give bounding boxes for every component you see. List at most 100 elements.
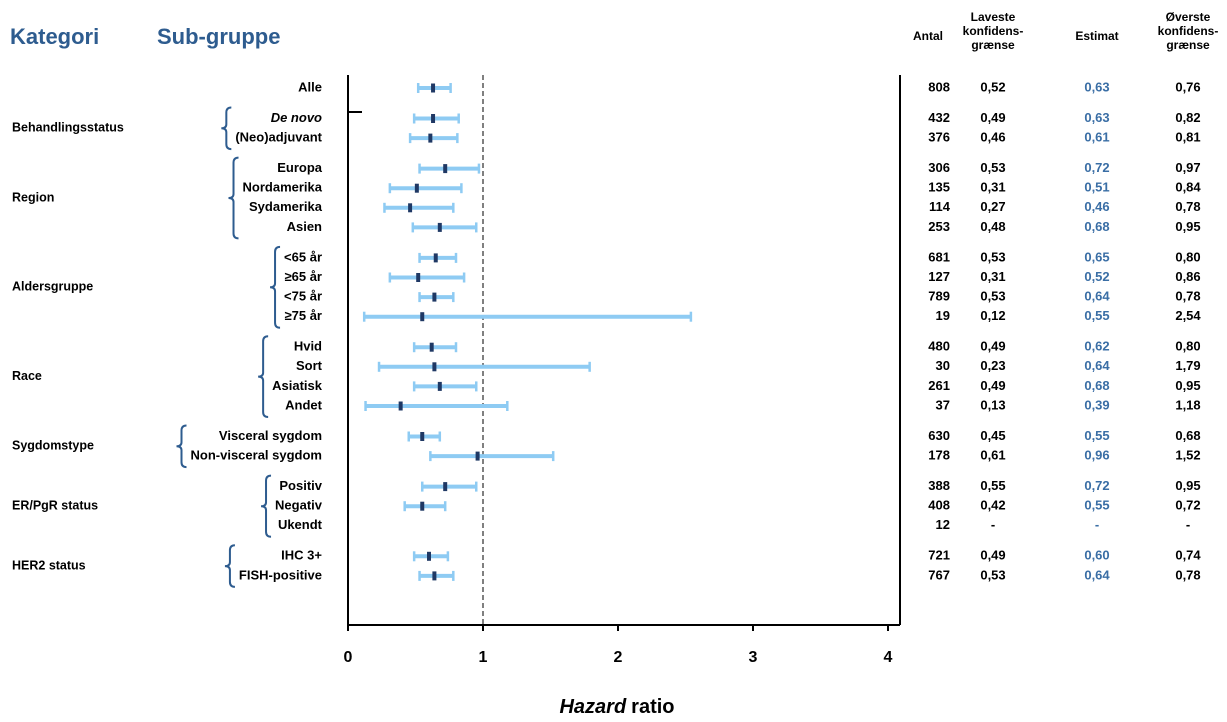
subgroup-label: Andet [285, 397, 323, 412]
n-value: 388 [928, 478, 950, 493]
subgroup-label: Positiv [279, 478, 322, 493]
estimate-marker [420, 501, 425, 511]
subgroup-label: Nordamerika [243, 180, 323, 195]
x-tick-label: 2 [614, 649, 623, 666]
estimate-marker [437, 381, 442, 391]
estimate-marker [427, 551, 431, 561]
estimate-value: 0,65 [1084, 249, 1109, 264]
upper-value: 0,86 [1175, 269, 1200, 284]
upper-value: 0,80 [1175, 249, 1200, 264]
estimate-marker [433, 253, 438, 263]
subgroup-label: ≥65 år [285, 269, 323, 284]
group-bracket [228, 156, 239, 240]
group-bracket [221, 106, 232, 151]
upper-value: 0,80 [1175, 339, 1200, 354]
subgroup-label: <75 år [284, 289, 322, 304]
x-tick-label: 3 [749, 649, 758, 666]
group-bracket [176, 424, 187, 469]
estimate-value: 0,72 [1084, 478, 1109, 493]
estimate-marker [437, 222, 442, 232]
lower-value: 0,31 [980, 180, 1005, 195]
estimate-marker [431, 83, 436, 93]
group-bracket [260, 474, 272, 538]
x-label-italic: Hazard [559, 696, 626, 718]
lower-value: - [991, 517, 995, 532]
group-bracket [270, 245, 281, 329]
subgroup-label: IHC 3+ [281, 548, 322, 563]
group-label: Region [12, 190, 54, 204]
estimate-value: 0,55 [1084, 428, 1109, 443]
group-bracket [224, 544, 235, 588]
n-value: 721 [928, 548, 950, 563]
estimate-value: 0,72 [1084, 160, 1109, 175]
subgroup-label: Visceral sygdom [219, 428, 322, 443]
upper-value: 0,78 [1175, 199, 1200, 214]
estimate-value: 0,62 [1084, 339, 1109, 354]
estimate-value: 0,55 [1084, 308, 1109, 323]
estimate-marker [431, 114, 436, 123]
n-value: 630 [928, 428, 950, 443]
estimate-marker [398, 401, 403, 411]
n-value: 178 [928, 448, 950, 463]
estimate-marker [420, 312, 425, 322]
lower-value: 0,49 [980, 110, 1005, 125]
lower-value: 0,52 [980, 79, 1005, 94]
lower-value: 0,53 [980, 289, 1005, 304]
n-value: 789 [928, 289, 950, 304]
x-tick-label: 4 [884, 649, 893, 666]
n-value: 767 [928, 567, 950, 582]
upper-value: 0,78 [1175, 289, 1200, 304]
estimate-value: 0,39 [1084, 397, 1109, 412]
lower-value: 0,27 [980, 199, 1005, 214]
estimate-value: - [1095, 517, 1099, 532]
group-label: Sygdomstype [12, 439, 94, 453]
estimate-value: 0,68 [1084, 219, 1109, 234]
lower-value: 0,55 [980, 478, 1005, 493]
upper-value: 0,95 [1175, 478, 1200, 493]
subgroup-label: <65 år [284, 249, 322, 264]
n-value: 261 [928, 378, 950, 393]
estimate-marker [443, 482, 448, 492]
x-tick-label: 1 [479, 649, 488, 666]
estimate-marker [429, 342, 434, 352]
subgroup-label: Hvid [294, 339, 322, 354]
column-header: konfidens- [1158, 24, 1219, 38]
estimate-value: 0,46 [1084, 199, 1109, 214]
estimate-marker [416, 273, 421, 282]
upper-value: 1,18 [1175, 397, 1200, 412]
n-value: 127 [928, 269, 950, 284]
estimate-value: 0,60 [1084, 548, 1109, 563]
n-value: 12 [936, 517, 950, 532]
estimate-value: 0,68 [1084, 378, 1109, 393]
group-label: ER/PgR status [12, 498, 98, 512]
group-label: Behandlingsstatus [12, 121, 124, 135]
upper-value: 2,54 [1175, 308, 1201, 323]
lower-value: 0,53 [980, 567, 1005, 582]
estimate-value: 0,63 [1084, 110, 1109, 125]
n-value: 306 [928, 160, 950, 175]
estimate-value: 0,64 [1084, 289, 1110, 304]
upper-value: 1,52 [1175, 448, 1200, 463]
estimate-marker [414, 183, 419, 193]
n-value: 30 [936, 358, 950, 373]
column-header: grænse [1166, 38, 1210, 52]
estimate-value: 0,64 [1084, 567, 1110, 582]
upper-value: 1,79 [1175, 358, 1200, 373]
estimate-marker [420, 432, 425, 441]
estimate-marker [432, 571, 437, 581]
n-value: 135 [928, 180, 950, 195]
upper-value: 0,82 [1175, 110, 1200, 125]
estimate-marker [428, 133, 433, 143]
subgroup-label: ≥75 år [285, 308, 323, 323]
lower-value: 0,45 [980, 428, 1005, 443]
upper-value: 0,84 [1175, 180, 1201, 195]
n-value: 19 [936, 308, 950, 323]
estimate-value: 0,61 [1084, 130, 1109, 145]
upper-value: 0,72 [1175, 498, 1200, 513]
estimate-marker [432, 292, 437, 302]
column-header: Laveste [971, 10, 1016, 24]
column-header: grænse [971, 38, 1015, 52]
subgroup-label: Alle [298, 79, 322, 94]
group-label: Race [12, 369, 42, 383]
column-header: Antal [913, 29, 943, 43]
